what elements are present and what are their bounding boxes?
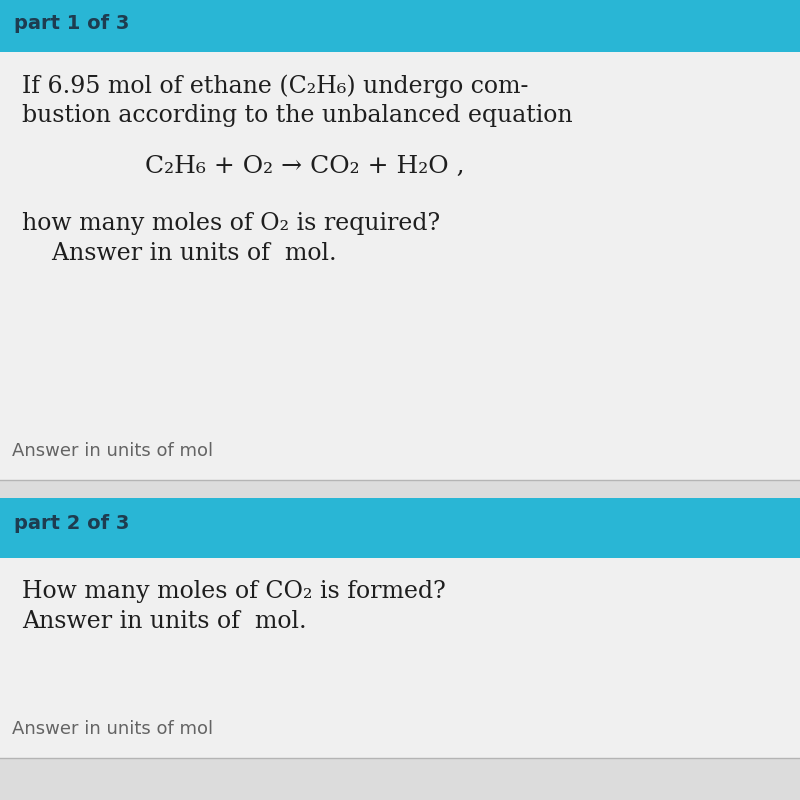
Text: part 2 of 3: part 2 of 3 [14, 514, 130, 533]
Bar [0, 0, 800, 52]
Text: how many moles of O₂ is required?: how many moles of O₂ is required? [22, 212, 440, 235]
Text: part 1 of 3: part 1 of 3 [14, 14, 130, 33]
Bar [0, 498, 800, 558]
Bar [0, 558, 800, 758]
Text: Answer in units of mol: Answer in units of mol [12, 720, 213, 738]
Text: Answer in units of  mol.: Answer in units of mol. [22, 610, 306, 633]
Text: C₂H₆ + O₂ → CO₂ + H₂O ,: C₂H₆ + O₂ → CO₂ + H₂O , [145, 155, 465, 178]
Bar [0, 52, 800, 480]
Text: How many moles of CO₂ is formed?: How many moles of CO₂ is formed? [22, 580, 446, 603]
Text: bustion according to the unbalanced equation: bustion according to the unbalanced equa… [22, 104, 573, 127]
Text: Answer in units of mol: Answer in units of mol [12, 442, 213, 460]
Text: If 6.95 mol of ethane (C₂H₆) undergo com-: If 6.95 mol of ethane (C₂H₆) undergo com… [22, 74, 528, 98]
Text: Answer in units of  mol.: Answer in units of mol. [22, 242, 337, 265]
